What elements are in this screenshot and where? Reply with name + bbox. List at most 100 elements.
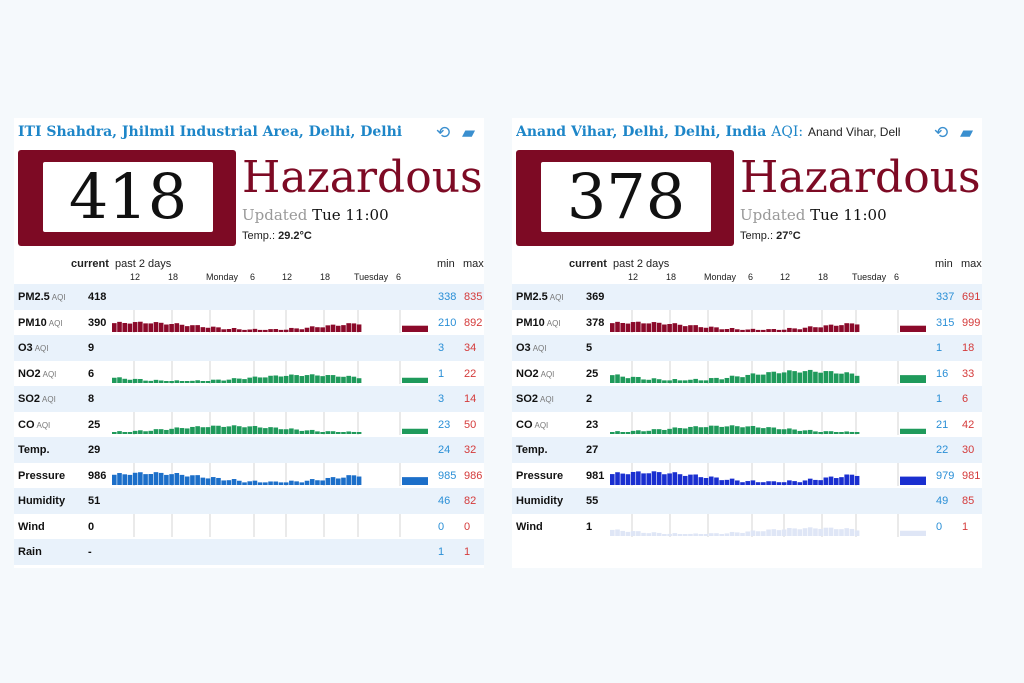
history-bar [792, 481, 797, 485]
row-current-value: 390 [88, 316, 107, 329]
history-bar [148, 323, 154, 332]
row-min-value: 210 [438, 316, 457, 329]
history-bar [755, 374, 761, 383]
history-bar [735, 329, 740, 332]
history-bar [693, 325, 698, 332]
row-sub-label: AQI [540, 395, 554, 404]
history-bar [724, 479, 730, 485]
history-bar [839, 325, 844, 332]
history-bar [242, 379, 247, 383]
aqi-value: 378 [541, 162, 711, 232]
station-title[interactable]: ITI Shahdra, Jhilmil Industrial Area, De… [18, 124, 402, 140]
history-bar [294, 375, 299, 383]
widget-icon[interactable]: ▰ [960, 123, 974, 142]
history-bar [797, 430, 803, 434]
history-bar [662, 474, 667, 485]
history-bar [127, 432, 133, 434]
history-bar [190, 426, 195, 434]
history-bar [828, 476, 834, 485]
history-bar [682, 326, 688, 332]
history-bar [693, 426, 698, 434]
history-bar [849, 431, 855, 434]
history-bar [854, 432, 860, 434]
history-bar [708, 476, 714, 485]
history-bar [138, 472, 143, 485]
row-current-value: 51 [88, 495, 101, 507]
row-min-value: 1 [438, 367, 445, 380]
history-bar [289, 327, 294, 332]
row-current-value: 9 [88, 342, 95, 354]
history-bar [667, 324, 672, 332]
share-icon[interactable]: ⟲ [436, 123, 451, 142]
row-max-value: 981 [962, 469, 981, 482]
history-bar [190, 325, 195, 332]
history-bar [797, 372, 803, 383]
history-bar [132, 472, 138, 485]
row-label: Pressure [516, 469, 564, 482]
station-panel-iti-shahdra: ITI Shahdra, Jhilmil Industrial Area, De… [14, 118, 484, 568]
history-bar [283, 429, 289, 434]
history-bar [682, 475, 688, 485]
history-bar [693, 378, 698, 383]
row-current-value: 25 [586, 367, 599, 380]
history-bar [813, 327, 818, 332]
history-bar [833, 432, 839, 434]
history-bar [636, 376, 641, 383]
history-bar [667, 428, 672, 434]
history-bar [776, 530, 782, 536]
history-bar [195, 426, 200, 434]
forecast-bar [402, 477, 428, 485]
history-bar [818, 372, 823, 383]
history-bar [688, 379, 693, 383]
aqi-level: Hazardous [242, 152, 483, 203]
history-bar [294, 481, 299, 485]
row-label: Wind [516, 520, 543, 533]
row-min-value: 22 [936, 444, 949, 456]
history-bar [740, 377, 745, 383]
history-bar [641, 379, 646, 383]
history-bar [335, 432, 341, 434]
history-bar [823, 431, 829, 434]
history-bar [849, 528, 855, 536]
history-bar [143, 380, 148, 383]
history-bar [132, 378, 138, 383]
history-bar [807, 527, 813, 536]
history-bar [781, 529, 787, 536]
history-bar [226, 480, 232, 485]
history-bar [237, 378, 242, 383]
history-bar [341, 432, 346, 434]
history-bar [724, 533, 730, 536]
forecast-bar [402, 428, 428, 434]
history-bar [257, 377, 263, 383]
history-bar [844, 474, 849, 485]
history-bar [351, 475, 357, 485]
history-bar [122, 378, 128, 383]
aqi-level: Hazardous [740, 152, 981, 203]
history-bar [854, 530, 860, 536]
row-max-value: 22 [464, 367, 477, 380]
history-bar [346, 431, 351, 434]
history-bar [200, 381, 206, 383]
history-bar [693, 474, 698, 485]
row-current-value: 55 [586, 495, 599, 507]
history-bar [651, 322, 657, 332]
history-bar [771, 371, 777, 383]
history-bar [781, 482, 787, 485]
history-bar [703, 427, 709, 434]
widget-icon[interactable]: ▰ [462, 123, 476, 142]
station-title[interactable]: Anand Vihar, Delhi, Delhi, India AQI: An… [516, 124, 900, 140]
history-bar [356, 324, 362, 332]
history-bar [289, 428, 294, 434]
history-bar [781, 372, 787, 383]
history-bar [242, 329, 247, 332]
history-bar [351, 431, 357, 434]
history-bar [221, 480, 226, 485]
history-bar [651, 532, 657, 536]
history-bar [615, 529, 620, 536]
history-bar [656, 532, 662, 536]
history-bar [708, 425, 714, 434]
row-background [14, 386, 484, 412]
history-bar [268, 427, 273, 434]
share-icon[interactable]: ⟲ [934, 123, 949, 142]
history-bar [792, 371, 797, 383]
